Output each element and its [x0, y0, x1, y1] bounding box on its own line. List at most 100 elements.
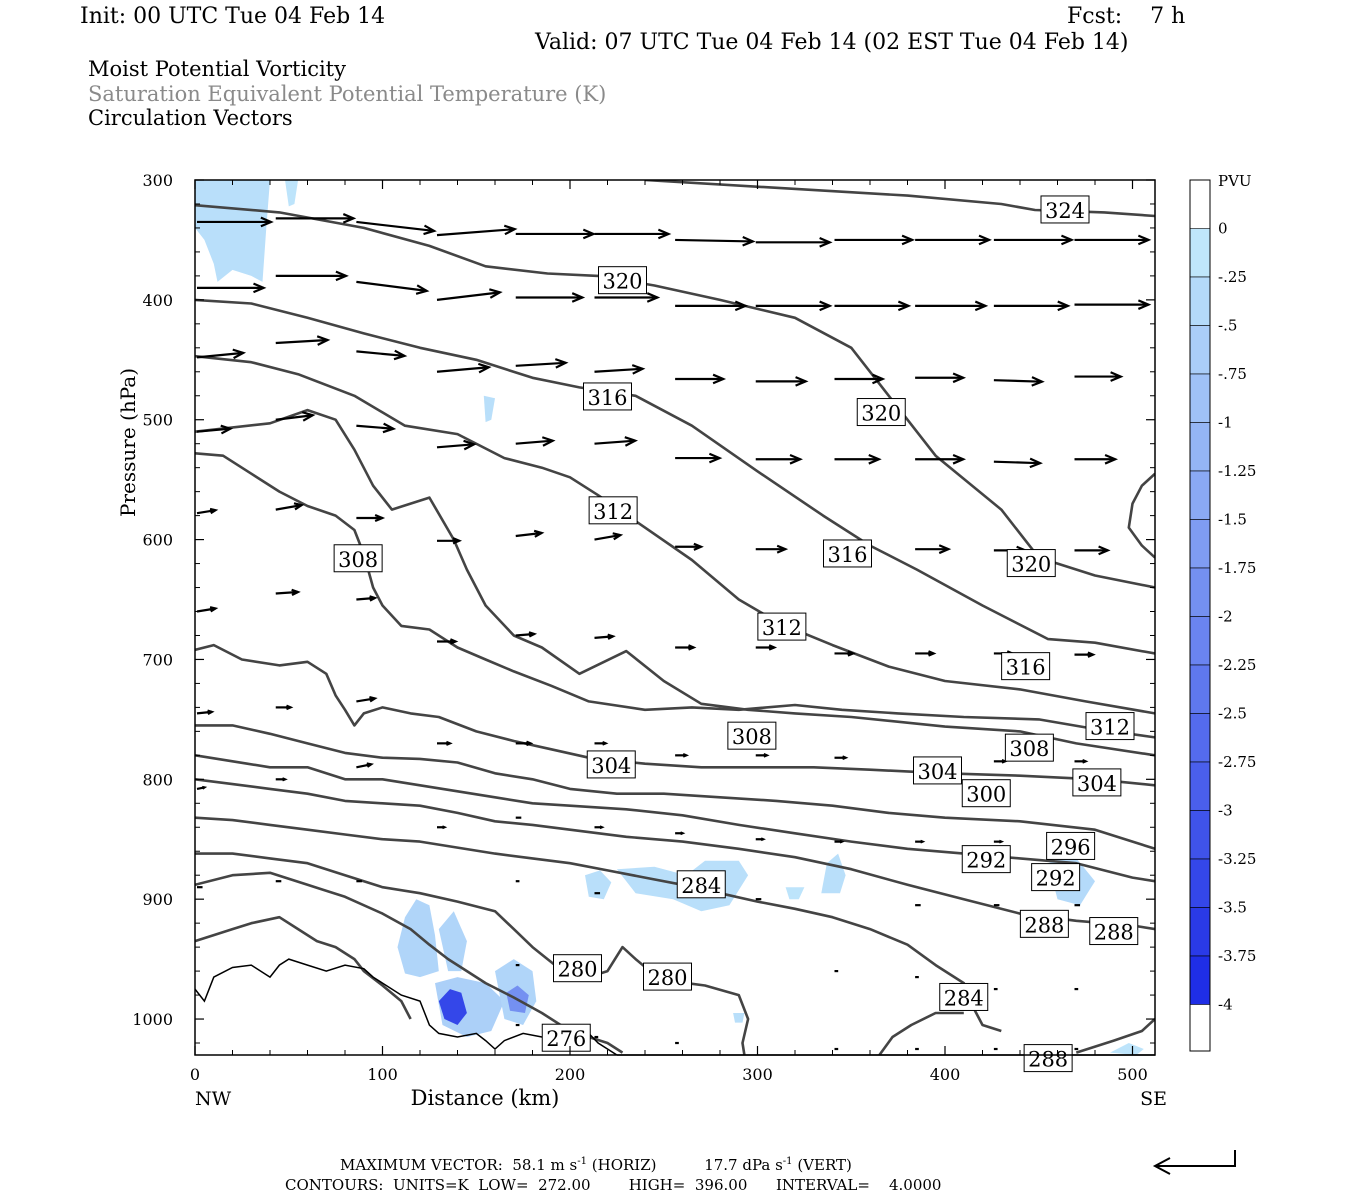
circulation-vector — [196, 427, 231, 433]
y-tick-label: 500 — [142, 411, 173, 430]
circulation-vector — [196, 509, 216, 515]
circulation-vector-head — [602, 741, 609, 746]
contour-label-box — [727, 721, 777, 750]
circulation-vector-head — [1057, 300, 1071, 312]
contour-label-box — [1085, 712, 1135, 741]
circulation-vector — [275, 504, 302, 511]
circulation-vector-head — [847, 650, 856, 657]
contour-label: 324 — [1045, 199, 1085, 223]
contour-label: 276 — [546, 1027, 586, 1051]
colorbar-cell — [1189, 373, 1211, 423]
contour-label-box — [643, 962, 692, 991]
theta-contour-308 — [195, 408, 1155, 757]
contour-label: 308 — [1009, 737, 1049, 761]
colorbar-title: PVU — [1218, 172, 1252, 190]
pv-shading-area — [733, 1013, 745, 1023]
colorbar-cell — [1189, 858, 1211, 908]
circulation-vector-head — [1061, 234, 1075, 246]
x-tick-label: 0 — [190, 1065, 200, 1084]
y-tick-label: 900 — [142, 890, 173, 909]
contour-label: 304 — [1077, 772, 1117, 796]
circulation-vector-head — [612, 532, 624, 541]
theta-contour-272 — [195, 915, 412, 1020]
field-theta-es: Saturation Equivalent Potential Temperat… — [88, 82, 607, 106]
pv-shading-area — [821, 853, 846, 894]
contour-info: CONTOURS: UNITS=K LOW= 272.00 HIGH= 396.… — [285, 1176, 942, 1194]
contour-label: 320 — [602, 270, 642, 294]
contour-label-box — [541, 1023, 591, 1052]
colorbar-cell — [1189, 567, 1211, 617]
circulation-vector-head — [680, 831, 686, 836]
circulation-vector-head — [978, 234, 992, 246]
colorbar-label: -3 — [1218, 802, 1233, 820]
theta-contour-320 — [1127, 472, 1155, 559]
circulation-vector-head — [760, 837, 766, 842]
circulation-vector-head — [646, 292, 661, 303]
colorbar-label: -.25 — [1218, 268, 1247, 286]
circulation-vector-head — [1110, 371, 1124, 382]
pv-shading-area — [438, 989, 467, 1025]
circulation-vector-head — [657, 228, 672, 240]
max-vector-vert-value: 17.7 dPa s — [704, 1156, 783, 1174]
circulation-vector-head — [901, 234, 916, 246]
circulation-vector-head — [1029, 457, 1043, 469]
circulation-vector — [594, 534, 621, 541]
valid-time: Valid: 07 UTC Tue 04 Feb 14 (02 EST Tue … — [535, 30, 1129, 55]
circulation-vector — [436, 443, 475, 449]
contour-label: 292 — [966, 849, 1006, 873]
colorbar-cell — [1189, 810, 1211, 860]
circulation-vector-head — [452, 537, 463, 545]
max-vector-vert-exponent: -1 — [782, 1156, 793, 1167]
colorbar-cell — [1189, 616, 1211, 666]
colorbar-cell — [1189, 422, 1211, 472]
contour-label: 304 — [917, 760, 957, 784]
circulation-vector-head — [712, 373, 727, 385]
circulation-vector-head — [209, 507, 219, 515]
contour-label: 280 — [557, 958, 597, 982]
circulation-vector-head — [528, 631, 538, 638]
circulation-vector-head — [260, 216, 274, 228]
circulation-vector-head — [415, 284, 430, 295]
contour-label-box — [598, 266, 647, 295]
circulation-vector-head — [1137, 234, 1152, 246]
colorbar-label: -2.25 — [1218, 656, 1256, 674]
circulation-vector — [356, 350, 405, 357]
contour-label: 288 — [1028, 1048, 1068, 1072]
contour-label: 288 — [1094, 921, 1134, 945]
theta-contour-324 — [644, 180, 1155, 218]
colorbar-label: -2.75 — [1218, 753, 1256, 771]
circulation-vector-head — [382, 422, 397, 434]
circulation-vector — [356, 697, 376, 703]
contour-label-box — [1023, 1044, 1073, 1073]
contour-label-box — [913, 756, 962, 785]
colorbar-label: -3.75 — [1218, 947, 1256, 965]
circulation-vector-head — [734, 300, 749, 312]
colorbar-label: -3.25 — [1218, 850, 1256, 868]
circulation-vector-head — [441, 825, 448, 830]
circulation-vector-head — [763, 753, 770, 758]
field-mpv: Moist Potential Vorticity — [88, 57, 346, 81]
theta-contour-320 — [195, 203, 1155, 589]
contour-label-box — [583, 382, 632, 411]
circulation-vector-head — [393, 349, 408, 361]
contour-label-box — [1006, 549, 1056, 578]
theta-contour-284 — [1075, 1018, 1155, 1054]
pv-shading-area — [195, 180, 270, 282]
colorbar-frame — [1189, 179, 1211, 1052]
circulation-vector-head — [624, 436, 639, 447]
circulation-vector-head — [220, 424, 234, 435]
contour-label-box — [333, 544, 383, 573]
circulation-vector-head — [607, 633, 616, 640]
contour-label-box — [553, 954, 602, 983]
circulation-vector-head — [795, 376, 809, 387]
circulation-vector-head — [952, 372, 967, 384]
circulation-vector-head — [839, 839, 845, 844]
circulation-vector-head — [301, 411, 316, 422]
colorbar-cell — [1189, 470, 1211, 520]
circulation-vector — [594, 635, 614, 639]
contour-label: 296 — [1051, 835, 1091, 859]
circulation-vector-head — [819, 237, 833, 248]
circulation-vector — [275, 414, 313, 421]
circulation-vector — [675, 238, 753, 243]
x-tick-label: 500 — [1117, 1065, 1148, 1084]
